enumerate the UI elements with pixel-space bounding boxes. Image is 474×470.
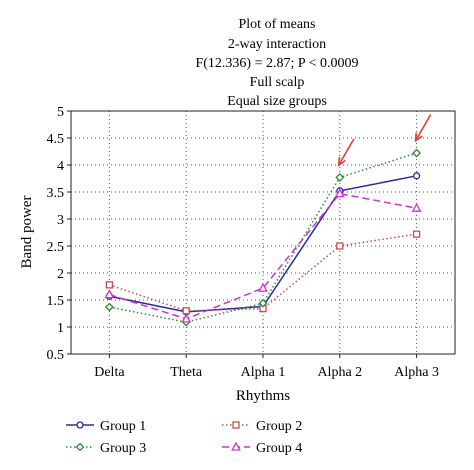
legend-entry-group-1: Group 1: [66, 419, 146, 434]
x-axis-label: Rhythms: [236, 388, 290, 404]
chart-title: Plot of means 2-way interaction F(12.336…: [195, 17, 358, 109]
legend-entry-group-3: Group 3: [66, 441, 146, 456]
data-point: [334, 188, 345, 198]
x-tick-label: Alpha 2: [317, 365, 362, 380]
grid: [71, 111, 455, 354]
data-point: [182, 307, 190, 315]
y-tick-label: 2: [57, 267, 64, 282]
y-tick-label: 1.5: [47, 294, 65, 309]
data-point: [412, 230, 421, 238]
title-line-2: 2-way interaction: [228, 37, 326, 52]
series-group-2: [105, 230, 421, 315]
data-point: [258, 298, 268, 308]
title-line-4: Full scalp: [250, 75, 305, 90]
data-point: [104, 302, 114, 312]
series-group-4: [104, 188, 422, 323]
y-tick-label: 4.5: [47, 132, 65, 147]
legend-label: Group 3: [100, 441, 146, 456]
data-point: [258, 282, 268, 292]
y-tick-label: 3.5: [47, 186, 65, 201]
data-point: [412, 172, 421, 180]
legend-swatch-marker: [232, 421, 240, 429]
y-tick-label: 1: [57, 321, 64, 336]
x-axis-ticks: Delta Theta Alpha 1 Alpha 2 Alpha 3: [94, 354, 439, 380]
y-tick-label: 2.5: [47, 240, 65, 255]
legend-label: Group 2: [256, 419, 302, 434]
legend-label: Group 4: [256, 441, 302, 456]
title-line-3: F(12.336) = 2.87; P < 0.0009: [195, 56, 358, 71]
legend: Group 1 Group 2 Group 3 Group 4: [66, 419, 302, 456]
legend-entry-group-4: Group 4: [222, 441, 302, 456]
annotations: [337, 114, 432, 167]
y-tick-label: 0.5: [47, 348, 65, 363]
data-point: [105, 281, 114, 289]
y-axis-label: Band power: [19, 196, 35, 269]
y-tick-label: 3: [57, 213, 64, 228]
data-point: [335, 173, 345, 182]
series: [104, 148, 422, 327]
x-tick-label: Alpha 1: [241, 365, 286, 380]
series-line: [109, 152, 417, 323]
data-point: [336, 242, 344, 250]
legend-swatch-marker: [76, 421, 84, 429]
annotation-arrow: [337, 138, 355, 167]
data-point: [104, 289, 115, 299]
y-tick-label: 4: [57, 159, 64, 174]
title-line-1: Plot of means: [239, 17, 316, 32]
x-tick-label: Delta: [94, 365, 125, 380]
annotation-arrow: [414, 114, 432, 143]
data-point: [411, 202, 422, 212]
y-axis-ticks: 0.5 1 1.5 2 2.5 3 3.5 4 4.5 5: [47, 105, 71, 363]
legend-swatch-marker: [75, 442, 85, 452]
legend-entry-group-2: Group 2: [222, 419, 302, 434]
x-tick-label: Alpha 3: [394, 365, 439, 380]
data-point: [412, 148, 422, 158]
data-point: [181, 313, 192, 323]
x-tick-label: Theta: [170, 365, 203, 380]
y-tick-label: 5: [57, 105, 64, 120]
legend-label: Group 1: [100, 419, 146, 434]
title-line-5: Equal size groups: [227, 94, 327, 109]
legend-swatch-marker: [231, 441, 241, 451]
series-line: [109, 192, 417, 320]
series-group-3: [104, 148, 422, 327]
